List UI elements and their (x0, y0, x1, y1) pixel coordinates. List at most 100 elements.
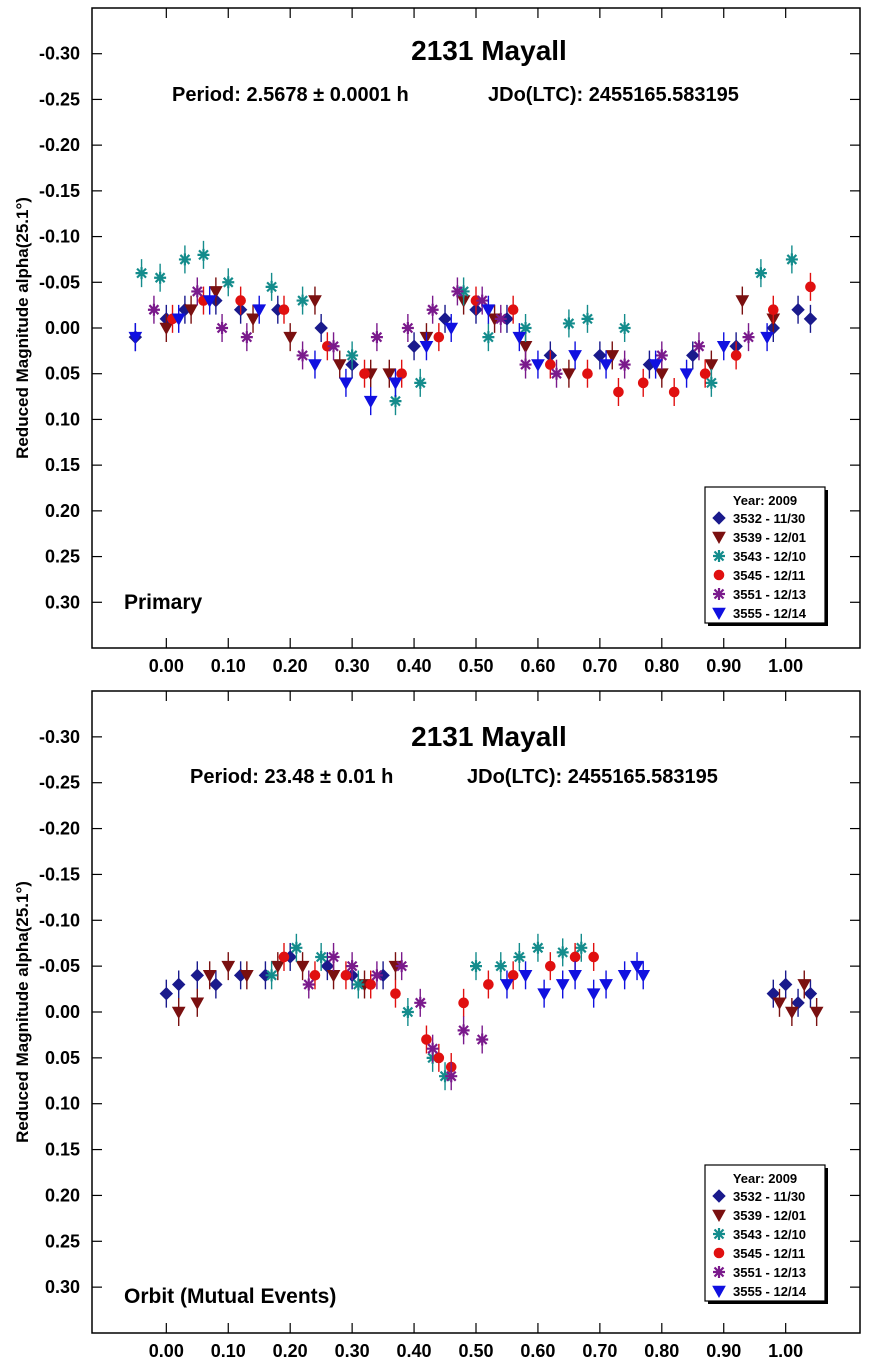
data-point (270, 960, 285, 974)
data-point (754, 267, 767, 280)
panel-annotation: Primary (124, 591, 203, 614)
data-point (414, 996, 427, 1009)
data-point (414, 376, 427, 389)
data-point (545, 960, 556, 972)
data-point (458, 997, 469, 1009)
data-point (339, 377, 353, 390)
data-point (519, 358, 532, 371)
data-point (636, 970, 651, 983)
data-point (805, 281, 816, 293)
data-point (278, 304, 290, 316)
data-point (599, 359, 613, 372)
legend-marker (713, 1266, 725, 1278)
data-point (346, 960, 359, 973)
epoch-label: JDo(LTC): 2455165.583195 (488, 84, 739, 106)
data-point (352, 978, 365, 991)
data-point (135, 267, 148, 280)
y-tick-label: -0.05 (39, 956, 80, 976)
data-point (444, 322, 459, 336)
data-point (283, 331, 298, 345)
data-point (705, 376, 718, 389)
data-point (556, 946, 569, 959)
data-point (395, 960, 408, 973)
data-point (742, 331, 755, 344)
x-tick-label: 0.70 (582, 1341, 617, 1361)
y-tick-label: 0.15 (45, 1140, 80, 1160)
data-point (716, 340, 731, 354)
data-point (365, 979, 377, 990)
data-point (766, 986, 780, 1001)
data-point (494, 960, 507, 973)
data-point (451, 285, 464, 298)
data-point (555, 979, 570, 992)
x-tick-label: 0.70 (582, 656, 617, 676)
panel-annotation: Orbit (Mutual Events) (124, 1285, 336, 1308)
data-point (704, 359, 719, 372)
data-point (202, 295, 217, 308)
y-tick-label: -0.15 (39, 864, 80, 884)
data-point (778, 977, 793, 992)
data-point (222, 276, 235, 289)
data-point (655, 349, 668, 362)
legend-entry: 3532 - 11/30 (733, 511, 805, 526)
data-point (302, 978, 315, 991)
data-point (617, 970, 632, 983)
data-point (531, 941, 544, 954)
y-tick-label: -0.30 (39, 727, 80, 747)
data-point (171, 313, 186, 326)
data-point (445, 1070, 458, 1083)
data-point (147, 303, 160, 316)
epoch-label: JDo(LTC): 2455165.583195 (467, 766, 718, 788)
data-point (278, 951, 290, 963)
data-point (809, 1006, 824, 1020)
data-point (439, 1070, 452, 1083)
data-point (190, 968, 204, 983)
x-tick-label: 0.60 (520, 656, 555, 676)
x-tick-label: 0.40 (397, 656, 432, 676)
data-point (171, 1006, 186, 1020)
legend-entry: 3539 - 12/01 (733, 530, 806, 545)
y-axis-label: Reduced Magnitude alpha(25.1°) (13, 197, 32, 459)
data-point (699, 368, 711, 380)
data-point (613, 386, 624, 398)
y-tick-label: 0.15 (45, 455, 80, 475)
x-tick-label: 0.90 (706, 1341, 741, 1361)
data-point (630, 960, 644, 974)
data-point (239, 970, 254, 983)
series-6 (500, 952, 651, 1008)
legend-marker (713, 1247, 725, 1259)
x-tick-label: 0.80 (644, 656, 679, 676)
legend-entry: 3543 - 12/10 (733, 1227, 806, 1242)
y-tick-label: -0.10 (39, 910, 80, 930)
data-point (562, 317, 575, 330)
y-tick-label: -0.20 (39, 135, 80, 155)
data-point (178, 253, 191, 266)
data-point (308, 359, 322, 372)
data-point (370, 969, 383, 982)
data-point (246, 313, 260, 326)
x-tick-label: 0.80 (644, 1341, 679, 1361)
legend-entry: 3555 - 12/14 (733, 606, 807, 621)
legend-marker (713, 588, 725, 600)
data-point (618, 322, 631, 334)
data-point (128, 331, 143, 345)
data-point (327, 950, 340, 963)
y-tick-label: 0.00 (45, 1002, 80, 1022)
y-tick-label: 0.00 (45, 318, 80, 338)
data-point (581, 312, 594, 325)
x-tick-label: 0.60 (520, 1341, 555, 1361)
data-point (359, 368, 370, 380)
data-point (240, 331, 253, 344)
data-point (363, 395, 378, 409)
data-point (184, 304, 198, 317)
series-4 (167, 272, 816, 406)
data-point (500, 979, 514, 992)
series-6 (128, 286, 774, 416)
data-point (791, 996, 805, 1010)
data-point (519, 322, 532, 334)
data-point (457, 285, 470, 298)
data-point (221, 960, 236, 974)
chart-title: 2131 Mayall (411, 35, 567, 66)
legend: Year: 2009 3532 - 11/30 3539 - 12/01 3543 -… (704, 1164, 828, 1304)
data-point (481, 304, 496, 317)
